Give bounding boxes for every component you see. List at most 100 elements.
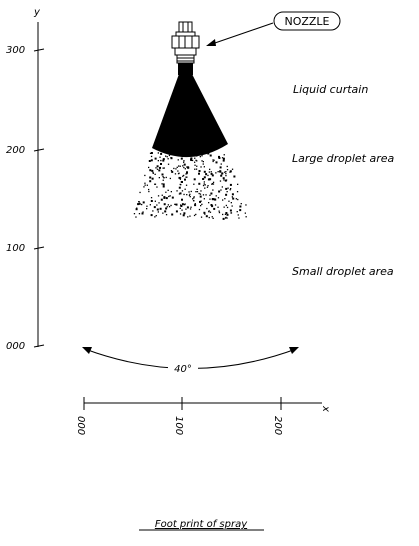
droplet (194, 161, 196, 163)
droplet (203, 166, 205, 168)
droplet (193, 200, 195, 202)
droplet (163, 196, 166, 199)
y-axis: y 300 200 100 000 (6, 7, 45, 352)
droplet (185, 173, 187, 175)
droplet (149, 204, 151, 206)
droplet (154, 200, 156, 202)
droplet (146, 205, 148, 207)
droplet (205, 173, 208, 176)
droplet (179, 213, 182, 215)
droplet (192, 198, 194, 200)
droplet (230, 202, 232, 204)
droplet (152, 210, 154, 212)
droplet (235, 198, 237, 200)
droplet (153, 206, 156, 209)
droplet (210, 171, 212, 173)
droplet (225, 212, 228, 214)
droplet (225, 204, 227, 207)
droplet (193, 214, 196, 217)
droplet (218, 190, 221, 193)
droplet (149, 176, 152, 179)
droplet (168, 154, 171, 157)
droplet (202, 194, 205, 196)
droplet (225, 175, 227, 177)
droplet (180, 205, 183, 207)
droplet (199, 195, 202, 198)
droplet (187, 216, 189, 218)
droplet (205, 215, 208, 218)
droplet (202, 178, 205, 180)
droplet (143, 186, 145, 188)
droplet (222, 157, 225, 160)
droplet (221, 173, 223, 175)
droplet (157, 160, 159, 162)
droplet (224, 198, 226, 200)
droplet (186, 172, 188, 175)
droplet (152, 172, 154, 174)
droplet (174, 173, 177, 175)
droplet (194, 157, 196, 159)
droplet (209, 168, 211, 170)
nozzle-thread (176, 54, 195, 64)
droplet (196, 165, 198, 167)
droplet (163, 177, 165, 179)
droplet (174, 153, 176, 155)
droplet (162, 158, 165, 161)
droplet (208, 202, 210, 204)
droplet (231, 196, 233, 198)
droplet (229, 189, 231, 191)
droplet (167, 189, 169, 191)
y-tick-mark (33, 344, 45, 348)
droplet (156, 186, 158, 188)
droplet (211, 216, 213, 218)
droplet (223, 206, 225, 208)
droplet (169, 152, 171, 154)
droplet (178, 186, 181, 189)
droplet (148, 188, 150, 191)
droplet (179, 178, 181, 180)
y-tick-label: 300 (6, 45, 25, 56)
droplet (200, 190, 202, 192)
droplet (224, 179, 227, 182)
droplet (228, 200, 230, 202)
caption: Foot print of spray (155, 519, 248, 530)
droplet (189, 193, 191, 195)
droplet (230, 212, 233, 214)
droplet (178, 172, 180, 174)
angle-arrow-right (289, 347, 299, 354)
droplet (160, 198, 163, 201)
droplet (239, 209, 242, 212)
droplet (160, 163, 162, 165)
droplet (150, 214, 153, 217)
droplet (175, 203, 178, 206)
small-droplet-label: Small droplet area (292, 265, 394, 278)
droplet (160, 159, 162, 162)
droplet (206, 186, 209, 188)
droplet (162, 183, 165, 186)
droplet (212, 159, 214, 161)
droplet (218, 155, 220, 158)
droplet (224, 213, 227, 215)
droplet (212, 160, 214, 163)
x-axis-label: x (320, 405, 331, 412)
droplet (159, 207, 162, 210)
y-tick-label: 000 (6, 341, 25, 352)
droplet (226, 191, 228, 193)
droplet (174, 203, 176, 205)
droplet (156, 165, 159, 168)
droplet (223, 179, 225, 181)
droplet (180, 204, 182, 206)
droplet (187, 166, 190, 169)
droplet (151, 177, 154, 180)
droplet (149, 180, 152, 183)
droplet (203, 198, 205, 200)
droplet (204, 184, 206, 186)
droplet (144, 174, 146, 177)
droplet (226, 213, 229, 216)
y-tick-mark (33, 48, 45, 52)
droplet (183, 166, 185, 169)
droplet (238, 217, 240, 219)
droplet (236, 191, 239, 193)
droplet (217, 206, 219, 208)
